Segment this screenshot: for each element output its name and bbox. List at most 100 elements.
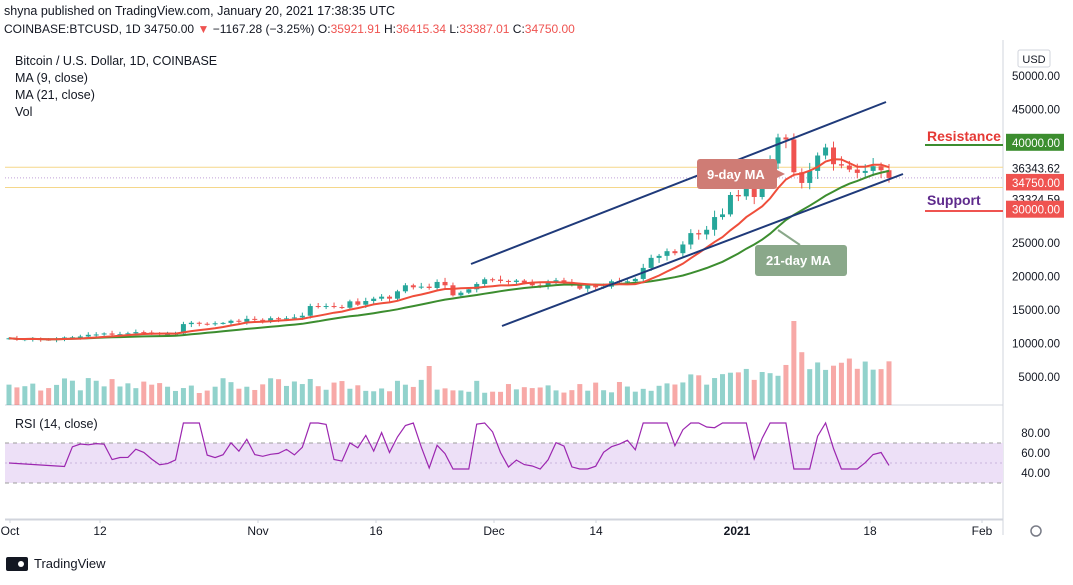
volume-bar <box>838 362 844 405</box>
tradingview-logo-icon <box>6 556 28 571</box>
rsi-line <box>8 421 890 470</box>
volume-bar <box>402 384 408 405</box>
candle <box>260 319 266 321</box>
candle <box>807 170 813 183</box>
time-axis: Oct 12 Nov 16 Dec 14 2021 18 Feb <box>1 519 993 538</box>
price-tick: 5000.00 <box>1018 372 1060 384</box>
settings-icon <box>1030 525 1042 537</box>
open-label: O: <box>317 22 331 36</box>
volume-bar <box>505 384 511 405</box>
candle <box>268 318 274 321</box>
volume-bar <box>101 386 107 405</box>
high-value: 36415.34 <box>395 22 447 36</box>
time-tick: 18 <box>863 524 877 538</box>
volume-bar <box>585 390 591 405</box>
price-tag <box>1006 159 1064 177</box>
volume-bar <box>672 384 678 405</box>
volume-bar <box>458 390 464 405</box>
volume-bar <box>133 388 139 405</box>
candle <box>101 333 107 335</box>
candle <box>688 233 694 245</box>
publish-info: shyna published on TradingView.com, Janu… <box>4 4 395 18</box>
volume-bar <box>244 386 250 405</box>
footer[interactable]: TradingView <box>6 556 106 571</box>
legend-rsi: RSI (14, close) <box>15 417 98 431</box>
candle <box>648 257 654 268</box>
candle <box>291 317 297 319</box>
volume-bar <box>498 391 504 405</box>
volume-bar <box>466 391 472 405</box>
volume-bar <box>434 389 440 405</box>
candle <box>870 166 876 171</box>
volume-bar <box>69 380 75 405</box>
volume-bar <box>783 364 789 405</box>
volume-bar <box>601 390 607 405</box>
volume-bar <box>379 388 385 405</box>
volume-bar <box>490 391 496 405</box>
candle <box>220 322 226 324</box>
volume-bar <box>735 372 741 405</box>
candle <box>505 280 511 282</box>
volume-bar <box>283 385 289 405</box>
volume-bar <box>474 380 480 405</box>
volume-bar <box>371 391 377 405</box>
candle <box>450 285 456 296</box>
volume-bar <box>727 372 733 405</box>
candle <box>577 284 583 289</box>
volume-bar <box>22 386 28 405</box>
volume-bar <box>355 385 361 405</box>
volume-bar <box>799 352 805 405</box>
ma21-label: 21-day MA <box>766 253 832 268</box>
candle <box>109 333 115 335</box>
volume-bar <box>299 384 305 405</box>
candle <box>347 301 353 308</box>
candle <box>299 315 305 318</box>
volume-bar <box>172 390 178 405</box>
candle <box>521 280 527 283</box>
volume-bar <box>807 369 813 405</box>
candle <box>624 281 630 283</box>
candle <box>402 285 408 292</box>
time-tick: Feb <box>972 524 993 538</box>
volume-bar <box>46 388 52 405</box>
volume-bar <box>831 365 837 405</box>
symbol-text: COINBASE:BTCUSD, 1D <box>4 22 141 36</box>
candle <box>846 165 852 170</box>
candle <box>672 251 678 254</box>
ma21-label-pointer <box>777 229 801 246</box>
volume-bar <box>109 379 115 405</box>
price-tag-text: 40000.00 <box>1012 138 1060 150</box>
candle <box>545 282 551 287</box>
price-tag-text: 36343.62 <box>1012 163 1060 175</box>
volume-bar <box>347 388 353 405</box>
candle <box>720 214 726 218</box>
volume-bar <box>854 368 860 405</box>
change-value: −1167.28 (−3.25%) <box>212 22 315 36</box>
volume-bar <box>712 378 718 405</box>
volume-bar <box>204 390 210 405</box>
volume-bar <box>513 389 519 405</box>
candle <box>212 323 218 325</box>
time-tick: 2021 <box>724 524 751 538</box>
legend-ma9: MA (9, close) <box>15 71 88 85</box>
volume-bar <box>260 384 266 405</box>
last-price: 34750.00 <box>144 22 195 36</box>
price-tick: 15000.00 <box>1012 305 1060 317</box>
volume-bar <box>307 378 313 405</box>
volume-bar <box>180 388 186 405</box>
down-arrow-icon: ▼ <box>197 22 210 36</box>
volume-bar <box>236 388 242 405</box>
time-tick: 12 <box>93 524 107 538</box>
candle <box>593 285 599 288</box>
candle <box>331 306 337 308</box>
volume-bar <box>387 391 393 405</box>
gear-icon <box>1030 525 1042 537</box>
currency-label: USD <box>1022 54 1045 66</box>
volume-bar <box>331 382 337 405</box>
candle <box>93 334 99 336</box>
low-label: L: <box>449 22 460 36</box>
volume-bar <box>77 390 83 405</box>
candle <box>418 286 424 288</box>
rsi-tick: 60.00 <box>1021 448 1050 460</box>
